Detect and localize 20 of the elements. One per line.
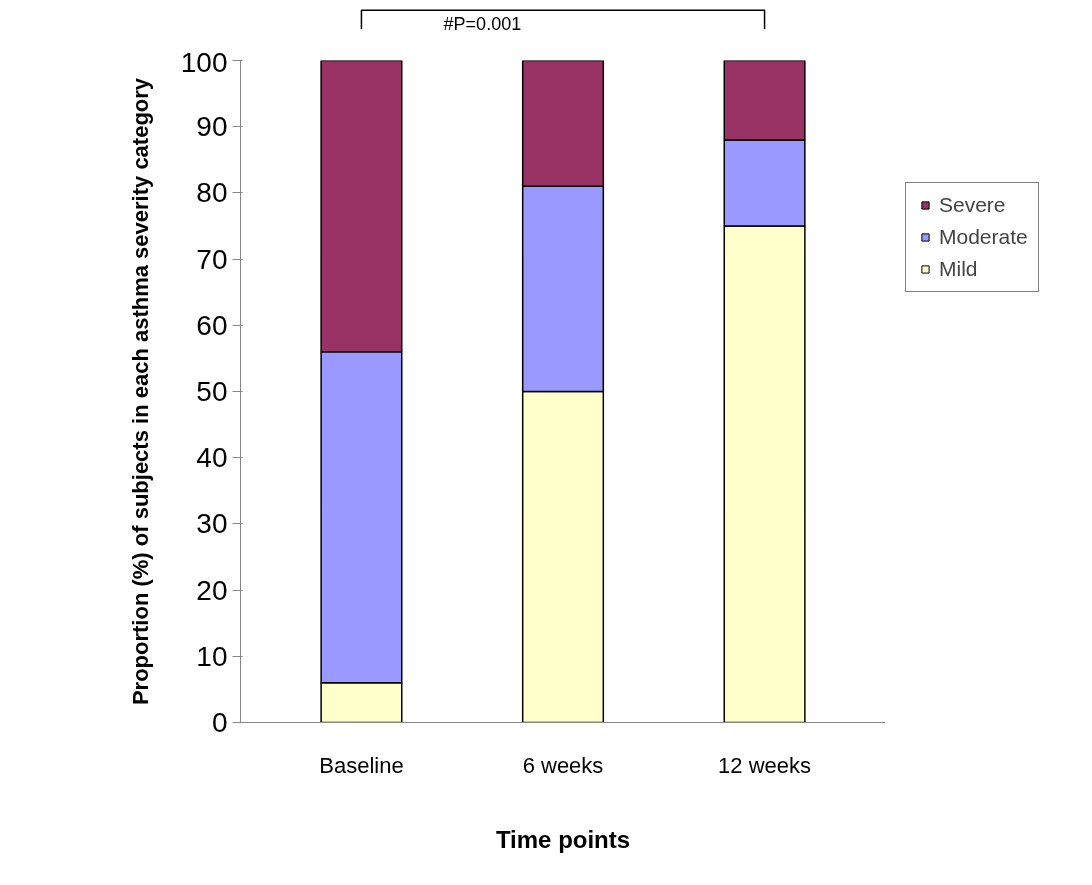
y-tick-label: 80 bbox=[196, 177, 228, 209]
y-tick-label: 60 bbox=[196, 309, 228, 341]
y-tick-label: 50 bbox=[196, 376, 228, 407]
y-tick-label: 20 bbox=[196, 574, 228, 606]
y-tick-label: 90 bbox=[196, 111, 228, 143]
y-tick-label: 40 bbox=[196, 442, 228, 474]
legend-label: Mild bbox=[939, 257, 978, 281]
y-tick-label: 0 bbox=[211, 707, 228, 738]
x-tick-label: 6 weeks bbox=[522, 752, 604, 778]
x-tick-label: Baseline bbox=[319, 752, 404, 778]
text: #P=0.001 bbox=[443, 13, 522, 34]
y-tick-label: 100 bbox=[180, 46, 228, 78]
x-tick-label: 12 weeks bbox=[718, 752, 812, 778]
x-axis-title: Time points bbox=[495, 825, 631, 853]
y-tick-label: 70 bbox=[196, 243, 228, 275]
legend-label: Severe bbox=[939, 193, 1006, 217]
y-axis-title: Proportion (%) of subjects in each asthma severity category bbox=[127, 77, 153, 706]
legend-label: Moderate bbox=[939, 225, 1028, 249]
y-tick-label: 10 bbox=[196, 640, 228, 672]
y-tick-label: 30 bbox=[196, 508, 228, 540]
